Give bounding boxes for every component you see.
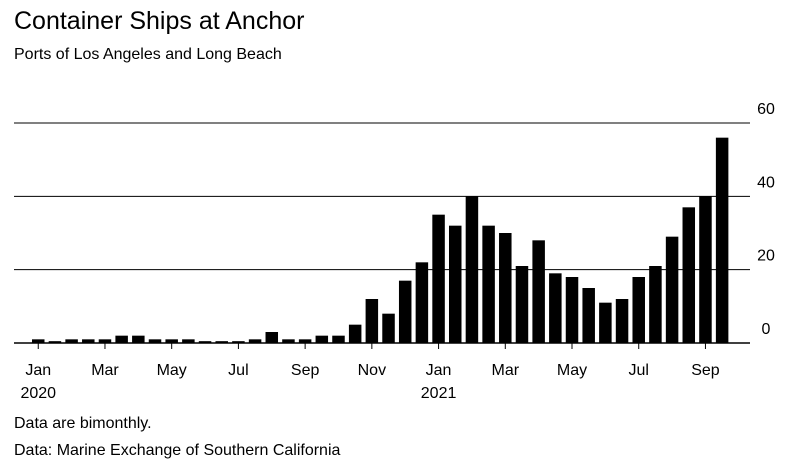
x-tick-year-label: 2021 bbox=[421, 385, 457, 402]
chart-note: Data are bimonthly. bbox=[14, 415, 152, 432]
bar bbox=[115, 335, 128, 343]
bar bbox=[332, 335, 345, 343]
chart-title: Container Ships at Anchor bbox=[14, 7, 305, 35]
bar bbox=[649, 266, 662, 343]
bar bbox=[32, 339, 45, 343]
bar bbox=[365, 299, 379, 343]
bar bbox=[82, 339, 95, 343]
bar bbox=[715, 137, 729, 343]
bar bbox=[665, 236, 679, 343]
bar bbox=[615, 299, 629, 343]
chart-source: Data: Marine Exchange of Southern Califo… bbox=[14, 442, 341, 459]
bar bbox=[682, 207, 696, 343]
y-tick-label: 40 bbox=[757, 174, 775, 191]
bar bbox=[398, 280, 412, 343]
bar bbox=[232, 341, 245, 343]
bar bbox=[382, 313, 395, 343]
x-tick-label: Mar bbox=[91, 362, 119, 379]
y-tick-label: 20 bbox=[757, 248, 775, 265]
x-tick-label: Jan bbox=[426, 362, 452, 379]
bar bbox=[248, 339, 262, 343]
x-tick-label: Sep bbox=[691, 362, 720, 379]
bar bbox=[198, 341, 212, 343]
x-tick-label: Jul bbox=[228, 362, 248, 379]
y-tick-label: 0 bbox=[762, 321, 771, 338]
x-tick-year-label: 2020 bbox=[20, 385, 56, 402]
y-tick-label: 60 bbox=[757, 101, 775, 118]
bar-chart: 0 20 40 60 Jan 2020 Mar May Jul Sep Nov Jan 2021 Mar M… bbox=[14, 101, 775, 402]
bar bbox=[265, 332, 279, 343]
x-tick-label: Nov bbox=[358, 362, 386, 379]
bar bbox=[532, 240, 545, 343]
bar bbox=[449, 225, 462, 343]
bar bbox=[549, 273, 562, 343]
bar bbox=[415, 262, 429, 343]
bar bbox=[482, 225, 495, 343]
bar bbox=[565, 277, 579, 343]
x-tick-label: Jan bbox=[25, 362, 51, 379]
bar bbox=[182, 339, 195, 343]
bar bbox=[348, 324, 362, 343]
bar bbox=[98, 339, 112, 343]
bar bbox=[699, 196, 712, 343]
chart-subtitle: Ports of Los Angeles and Long Beach bbox=[14, 46, 282, 63]
bar bbox=[515, 266, 529, 343]
bar bbox=[632, 277, 645, 343]
bar bbox=[465, 196, 479, 343]
bar bbox=[582, 288, 595, 343]
bar bbox=[282, 339, 295, 343]
bar bbox=[65, 339, 78, 343]
x-tick-label: Sep bbox=[291, 362, 320, 379]
bar bbox=[599, 302, 612, 343]
bar bbox=[298, 339, 312, 343]
bar bbox=[215, 341, 228, 343]
bar bbox=[132, 335, 145, 343]
x-tick-label: Mar bbox=[492, 362, 520, 379]
bar bbox=[165, 339, 178, 343]
x-tick-label: May bbox=[157, 362, 187, 379]
bar bbox=[148, 339, 162, 343]
bar bbox=[315, 335, 329, 343]
x-tick-label: Jul bbox=[629, 362, 649, 379]
bar bbox=[499, 233, 512, 343]
bar bbox=[48, 341, 62, 343]
x-tick-label: May bbox=[557, 362, 587, 379]
bar bbox=[432, 214, 445, 343]
